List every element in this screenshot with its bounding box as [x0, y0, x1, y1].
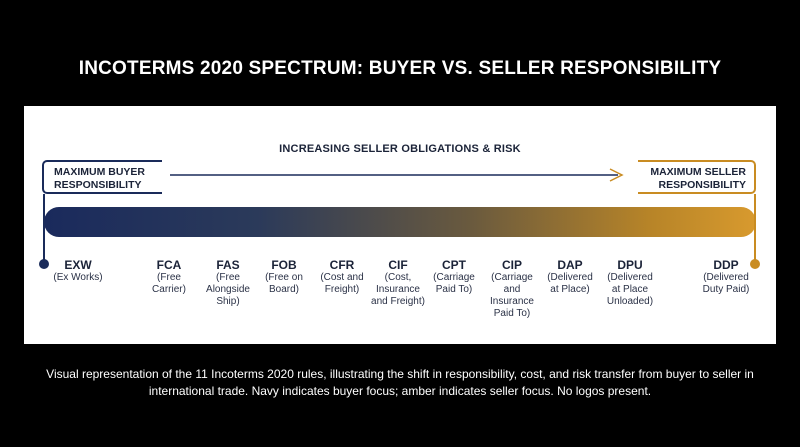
- seller-end-dot: [750, 259, 760, 269]
- term-cip: CIP (Carriage and Insurance Paid To): [472, 258, 552, 320]
- term-desc: (Carriage Paid To): [433, 272, 475, 295]
- term-ddp: DDP (Delivered Duty Paid): [686, 258, 766, 296]
- term-code: CIF: [388, 258, 408, 272]
- buyer-responsibility-box: MAXIMUM BUYER RESPONSIBILITY: [42, 160, 162, 194]
- term-code: FOB: [271, 258, 297, 272]
- term-desc: (Delivered at Place): [547, 272, 593, 295]
- buyer-end-dot: [39, 259, 49, 269]
- term-dpu: DPU (Delivered at Place Unloaded): [590, 258, 670, 308]
- term-cfr: CFR (Cost and Freight): [302, 258, 382, 296]
- term-code: FCA: [156, 258, 182, 272]
- seller-end-line: [754, 194, 756, 260]
- term-code: CFR: [329, 258, 355, 272]
- term-code: DDP: [713, 258, 739, 272]
- term-desc: (Free Carrier): [152, 272, 186, 295]
- seller-responsibility-label: MAXIMUM SELLER RESPONSIBILITY: [650, 166, 746, 191]
- term-desc: (Carriage and Insurance Paid To): [490, 272, 534, 319]
- term-code: EXW: [64, 258, 92, 272]
- term-code: CPT: [442, 258, 466, 272]
- term-desc: (Delivered Duty Paid): [702, 272, 750, 295]
- term-dap: DAP (Delivered at Place): [530, 258, 610, 296]
- term-code: CIP: [501, 258, 522, 272]
- term-fas: FAS (Free Alongside Ship): [188, 258, 268, 308]
- buyer-end-line: [43, 194, 45, 260]
- term-desc: (Free Alongside Ship): [206, 272, 250, 307]
- arrow-right-icon: [170, 168, 624, 182]
- term-fca: FCA (Free Carrier): [129, 258, 209, 296]
- caption: Visual representation of the 11 Incoterm…: [46, 367, 754, 398]
- term-code: FAS: [216, 258, 240, 272]
- term-desc: (Free on Board): [265, 272, 303, 295]
- spectrum-bar: [44, 207, 756, 237]
- term-code: DPU: [617, 258, 643, 272]
- arrow-label: INCREASING SELLER OBLIGATIONS & RISK: [279, 143, 521, 155]
- term-code: DAP: [557, 258, 583, 272]
- page-title: INCOTERMS 2020 SPECTRUM: BUYER VS. SELLE…: [78, 58, 722, 79]
- term-desc: (Cost, Insurance and Freight): [371, 272, 425, 307]
- seller-responsibility-box: MAXIMUM SELLER RESPONSIBILITY: [638, 160, 756, 194]
- term-exw: EXW (Ex Works): [38, 258, 118, 284]
- buyer-responsibility-label: MAXIMUM BUYER RESPONSIBILITY: [54, 166, 145, 191]
- term-desc: (Delivered at Place Unloaded): [606, 272, 654, 307]
- term-desc: (Cost and Freight): [320, 272, 364, 295]
- term-cpt: CPT (Carriage Paid To): [414, 258, 494, 296]
- term-cif: CIF (Cost, Insurance and Freight): [358, 258, 438, 308]
- term-desc: (Ex Works): [53, 272, 103, 283]
- term-fob: FOB (Free on Board): [244, 258, 324, 296]
